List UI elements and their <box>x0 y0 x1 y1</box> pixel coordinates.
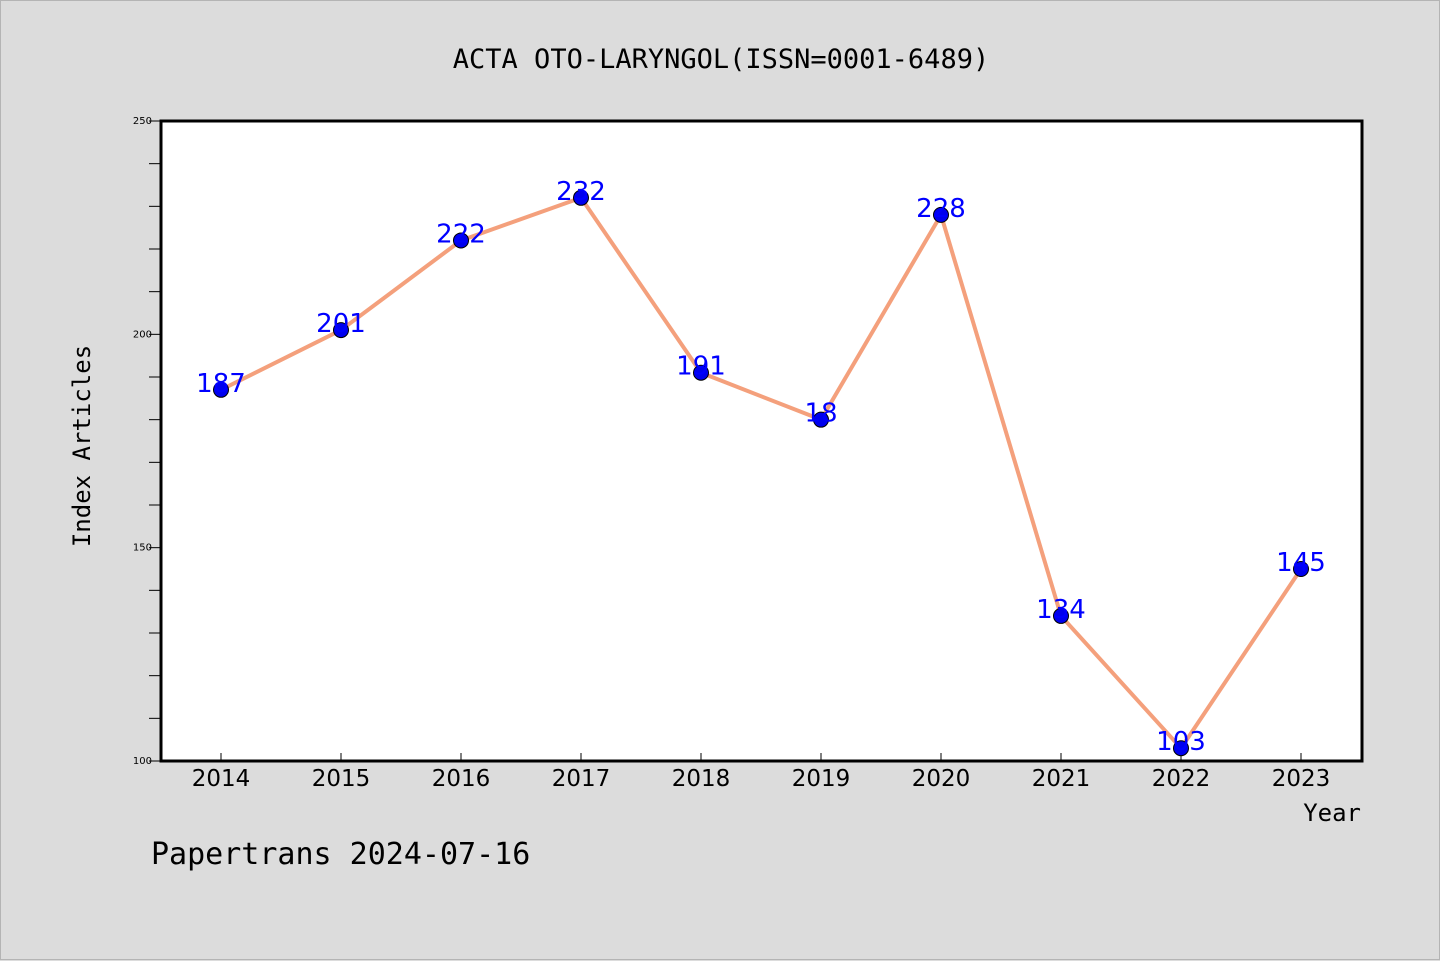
data-point <box>1293 561 1309 577</box>
y-tick-label: 200 <box>133 329 152 340</box>
watermark: Papertrans 2024-07-16 <box>151 837 530 872</box>
x-tick-label: 2018 <box>672 766 731 792</box>
data-label: 134 <box>1036 595 1086 625</box>
data-point <box>813 411 829 428</box>
x-axis-label: Year <box>1303 799 1361 827</box>
y-axis: 100 150 200 250 <box>133 116 161 767</box>
data-label: 222 <box>436 219 486 249</box>
data-label: 187 <box>196 369 246 399</box>
y-tick-label: 250 <box>133 116 152 127</box>
data-label: 145 <box>1276 548 1326 578</box>
data-point <box>333 322 349 339</box>
y-tick-label: 100 <box>133 756 152 767</box>
data-label: 18 <box>804 399 837 429</box>
x-tick-label: 2014 <box>192 766 251 792</box>
data-label: 103 <box>1156 727 1206 757</box>
x-tick-label: 2019 <box>792 766 851 792</box>
x-tick-label: 2023 <box>1272 766 1331 792</box>
data-label: 201 <box>316 309 366 339</box>
data-point <box>1053 607 1069 624</box>
x-tick-label: 2021 <box>1032 766 1091 792</box>
data-point <box>933 206 949 223</box>
data-label: 228 <box>916 194 966 224</box>
x-tick-label: 2017 <box>552 766 611 792</box>
x-axis: 2014 2015 2016 2017 2018 2019 2020 2021 2022 2023 <box>192 753 1331 792</box>
data-point <box>693 364 709 381</box>
data-label: 191 <box>676 352 726 382</box>
x-tick-label: 2020 <box>912 766 971 792</box>
plot-area <box>159 119 1364 763</box>
x-tick-label: 2022 <box>1152 766 1211 792</box>
y-axis-label: Index Articles <box>68 345 96 547</box>
data-point <box>213 381 229 398</box>
x-tick-label: 2016 <box>432 766 491 792</box>
x-tick-label: 2015 <box>312 766 371 792</box>
chart-title: ACTA OTO-LARYNGOL(ISSN=0001-6489) <box>453 44 989 75</box>
series-index-articles: 187 201 222 232 191 18 228 134 103 145 <box>196 177 1326 757</box>
series-line <box>220 195 1303 751</box>
data-point <box>453 232 469 249</box>
y-tick-label: 150 <box>133 543 152 554</box>
data-label: 232 <box>556 177 606 207</box>
data-point <box>573 189 589 206</box>
data-point <box>1173 740 1189 757</box>
